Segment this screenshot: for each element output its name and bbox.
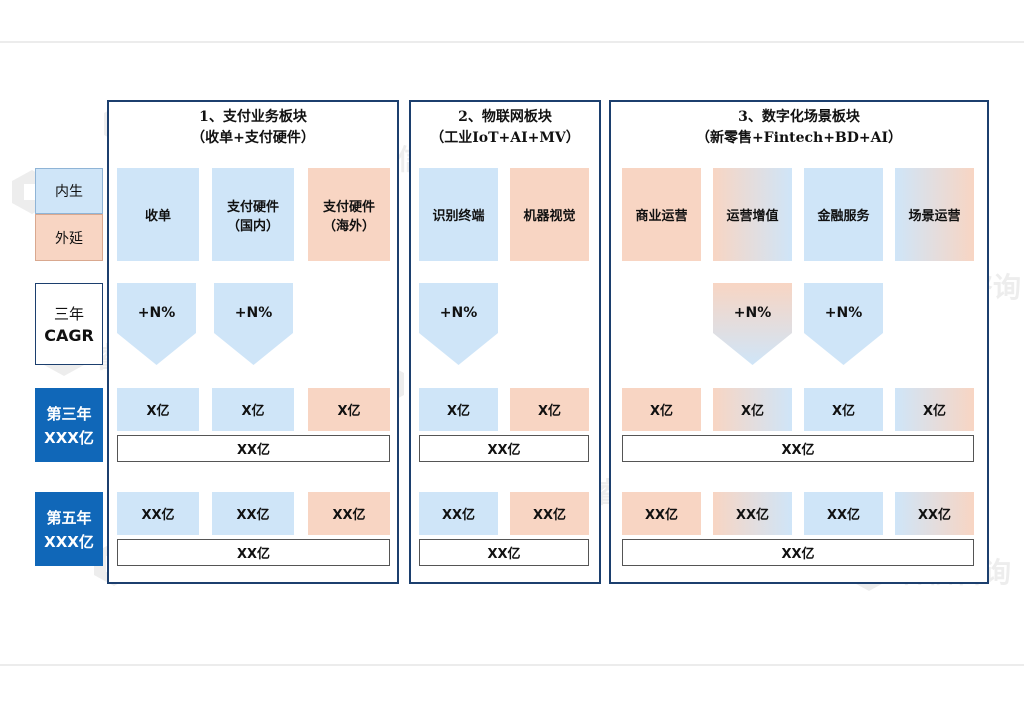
- year3-value: X亿: [537, 404, 562, 419]
- row-label-year5: 第五年 XXX亿: [35, 492, 103, 566]
- year3-value: X亿: [241, 404, 265, 419]
- row-label-cagr-line2: CAGR: [44, 326, 94, 345]
- segment-name: 运营增值: [726, 209, 779, 224]
- top-divider: [0, 41, 1024, 43]
- growth-value: +N%: [439, 305, 478, 321]
- year3-total: XX亿: [622, 435, 974, 462]
- bottom-divider: [0, 664, 1024, 666]
- growth-value: +N%: [234, 305, 273, 321]
- year3-value: X亿: [922, 404, 947, 419]
- legend-external: 外延: [35, 214, 103, 261]
- year3-value-cell: X亿: [419, 388, 498, 431]
- panel-title-line2: （收单+支付硬件）: [191, 130, 315, 146]
- year3-value-cell: X亿: [308, 388, 390, 431]
- panel-title-line1: 3、数字化场景板块: [738, 109, 860, 125]
- row-label-year3-line1: 第三年: [46, 404, 92, 423]
- year3-value: X亿: [740, 404, 765, 419]
- year3-value-cell: X亿: [713, 388, 792, 431]
- row-label-year3-line2: XXX亿: [44, 428, 94, 447]
- segment-name: 收单: [144, 209, 171, 224]
- year3-value: X亿: [337, 404, 361, 419]
- year3-value-cell: X亿: [622, 388, 701, 431]
- segment-name: 金融服务: [817, 209, 870, 224]
- year5-value-cell: XX亿: [212, 492, 294, 535]
- segment-name: 支付硬件: [226, 199, 279, 215]
- legend-internal: 内生: [35, 168, 103, 214]
- year3-value-cell: X亿: [117, 388, 199, 431]
- year3-value-cell: X亿: [510, 388, 589, 431]
- year3-total: XX亿: [419, 435, 589, 462]
- year5-total: XX亿: [419, 539, 589, 566]
- year5-value: XX亿: [917, 508, 952, 523]
- year5-value: XX亿: [532, 508, 567, 523]
- segment-cell: 收单: [117, 168, 199, 261]
- segment-name: 支付硬件: [322, 199, 375, 215]
- year3-value: X亿: [446, 404, 471, 419]
- year5-value-cell: XX亿: [622, 492, 701, 535]
- year5-value: XX亿: [236, 508, 270, 523]
- segment-name: 商业运营: [635, 209, 688, 224]
- panel-title-line2: （工业IoT+AI+MV）: [430, 130, 580, 146]
- segment-cell: 支付硬件 （海外）: [308, 168, 390, 261]
- year5-value-cell: XX亿: [804, 492, 883, 535]
- growth-value: +N%: [824, 305, 863, 321]
- row-label-year5-line1: 第五年: [46, 508, 92, 527]
- year3-value: X亿: [649, 404, 674, 419]
- panel-title-line1: 1、支付业务板块: [199, 109, 307, 125]
- segment-subname: （海外）: [322, 218, 375, 234]
- panel-title-line1: 2、物联网板块: [458, 109, 552, 125]
- year3-total: XX亿: [117, 435, 390, 462]
- segment-subname: （国内）: [226, 218, 279, 234]
- growth-arrow: +N%: [214, 283, 293, 365]
- segment-cell: 支付硬件 （国内）: [212, 168, 294, 261]
- year3-total-value: XX亿: [487, 443, 521, 458]
- growth-arrow: +N%: [419, 283, 498, 365]
- year3-value: X亿: [146, 404, 170, 419]
- segment-cell: 运营增值: [713, 168, 792, 261]
- panel-title-line2: （新零售+Fintech+BD+AI）: [695, 130, 903, 146]
- year5-value-cell: XX亿: [117, 492, 199, 535]
- row-label-year5-line2: XXX亿: [44, 532, 94, 551]
- year5-value-cell: XX亿: [895, 492, 974, 535]
- year3-value-cell: X亿: [804, 388, 883, 431]
- year3-value-cell: X亿: [212, 388, 294, 431]
- year5-value-cell: XX亿: [510, 492, 589, 535]
- year5-total-value: XX亿: [236, 547, 271, 562]
- segment-name: 机器视觉: [523, 209, 576, 224]
- row-label-cagr-line1: 三年: [53, 305, 84, 323]
- year5-total-value: XX亿: [781, 547, 815, 562]
- segment-name: 场景运营: [908, 209, 961, 224]
- growth-arrow: +N%: [117, 283, 196, 365]
- segment-name: 识别终端: [432, 209, 485, 224]
- year5-value: XX亿: [332, 508, 366, 523]
- year5-value: XX亿: [644, 508, 679, 523]
- year3-value: X亿: [831, 404, 856, 419]
- year5-value: XX亿: [735, 508, 770, 523]
- growth-arrow: +N%: [713, 283, 792, 365]
- legend-external-label: 外延: [55, 230, 83, 247]
- segment-cell: 机器视觉: [510, 168, 589, 261]
- year3-value-cell: X亿: [895, 388, 974, 431]
- year5-total: XX亿: [117, 539, 390, 566]
- legend-internal-label: 内生: [55, 184, 83, 200]
- year3-total-value: XX亿: [236, 443, 271, 458]
- growth-value: +N%: [733, 305, 772, 321]
- year3-total-value: XX亿: [781, 443, 815, 458]
- segment-cell: 场景运营: [895, 168, 974, 261]
- year5-value-cell: XX亿: [713, 492, 792, 535]
- segment-cell: 金融服务: [804, 168, 883, 261]
- growth-arrow: +N%: [804, 283, 883, 365]
- row-label-year3: 第三年 XXX亿: [35, 388, 103, 462]
- year5-value: XX亿: [141, 508, 175, 523]
- segment-cell: 商业运营: [622, 168, 701, 261]
- year5-total-value: XX亿: [487, 547, 521, 562]
- year5-value: XX亿: [826, 508, 861, 523]
- year5-total: XX亿: [622, 539, 974, 566]
- year5-value-cell: XX亿: [419, 492, 498, 535]
- year5-value-cell: XX亿: [308, 492, 390, 535]
- row-label-cagr: 三年 CAGR: [35, 283, 103, 365]
- year5-value: XX亿: [441, 508, 476, 523]
- growth-value: +N%: [137, 305, 176, 321]
- segment-cell: 识别终端: [419, 168, 498, 261]
